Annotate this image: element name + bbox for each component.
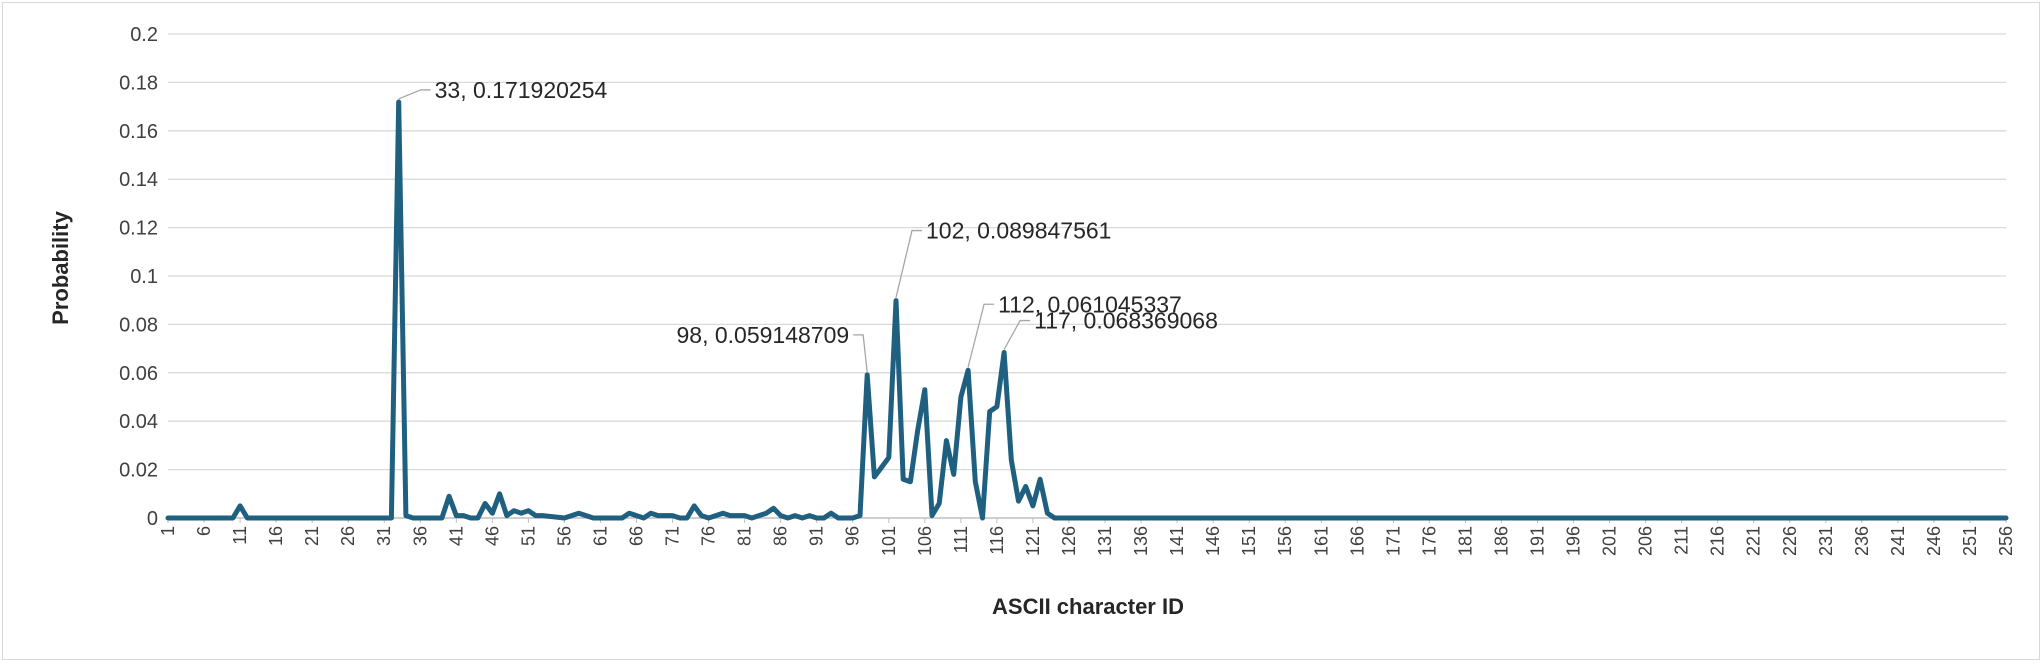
y-axis-ticks: 0 0.02 0.04 0.06 0.08 0.1 0.12 0.14 0.16 0.18 0.2 xyxy=(119,24,158,530)
x-tick-label: 16 xyxy=(266,526,286,546)
x-tick-label: 11 xyxy=(230,526,250,545)
x-tick-label: 191 xyxy=(1527,526,1547,556)
x-tick-label: 241 xyxy=(1888,526,1908,556)
x-tick-label: 56 xyxy=(554,526,574,546)
x-tick-label: 201 xyxy=(1600,526,1620,556)
x-tick-label: 176 xyxy=(1419,526,1439,556)
x-tick-label: 26 xyxy=(338,526,358,546)
x-tick-label: 246 xyxy=(1924,526,1944,556)
x-tick-label: 41 xyxy=(446,526,466,546)
x-tick-label: 6 xyxy=(194,526,214,536)
y-tick-label: 0 xyxy=(147,508,158,530)
data-label: 33, 0.171920254 xyxy=(435,77,608,103)
x-tick-label: 91 xyxy=(807,526,827,546)
x-tick-label: 131 xyxy=(1095,526,1115,556)
x-tick-label: 211 xyxy=(1672,526,1692,555)
y-tick-label: 0.02 xyxy=(119,460,158,482)
x-tick-label: 236 xyxy=(1852,526,1872,556)
x-tick-label: 186 xyxy=(1491,526,1511,556)
x-tick-label: 31 xyxy=(374,526,394,546)
x-tick-label: 111 xyxy=(951,526,971,553)
y-axis-title: Probability xyxy=(48,210,73,324)
y-tick-label: 0.04 xyxy=(119,411,158,433)
annotation-leader xyxy=(398,89,431,100)
gridlines xyxy=(168,33,2006,471)
x-axis-ticks: 1 6 11 16 21 26 31 36 41 46 51 56 61 66 71 76 81 86 91 96 10… xyxy=(158,518,2016,556)
x-tick-label: 86 xyxy=(771,526,791,546)
x-tick-label: 161 xyxy=(1311,526,1331,556)
x-tick-label: 81 xyxy=(735,526,755,546)
annotation-leader xyxy=(895,229,922,298)
y-tick-label: 0.16 xyxy=(119,121,158,143)
x-tick-label: 61 xyxy=(590,526,610,546)
x-tick-label: 181 xyxy=(1455,526,1475,556)
x-tick-label: 156 xyxy=(1275,526,1295,556)
x-tick-label: 251 xyxy=(1960,526,1980,556)
x-tick-label: 171 xyxy=(1383,526,1403,556)
x-tick-label: 101 xyxy=(879,526,899,556)
y-tick-label: 0.06 xyxy=(119,363,158,385)
data-label-annotations: 33, 0.171920254 98, 0.059148709 102, 0.089… xyxy=(398,77,1218,372)
x-tick-label: 206 xyxy=(1636,526,1656,556)
x-tick-label: 51 xyxy=(518,526,538,546)
annotation-leader xyxy=(1003,319,1031,350)
data-label: 112, 0.061045337 xyxy=(998,291,1182,317)
x-tick-label: 216 xyxy=(1708,526,1728,556)
x-tick-label: 166 xyxy=(1347,526,1367,556)
x-tick-label: 146 xyxy=(1203,526,1223,556)
x-tick-label: 221 xyxy=(1744,526,1764,556)
y-tick-label: 0.18 xyxy=(119,72,158,94)
x-tick-label: 121 xyxy=(1023,526,1043,556)
x-tick-label: 1 xyxy=(158,526,178,536)
x-tick-label: 136 xyxy=(1131,526,1151,556)
x-tick-label: 96 xyxy=(843,526,863,546)
annotation-leader xyxy=(853,334,868,372)
x-tick-label: 116 xyxy=(987,526,1007,555)
x-axis-title: ASCII character ID xyxy=(992,594,1184,619)
data-label: 102, 0.089847561 xyxy=(926,218,1111,244)
annotation-leader xyxy=(967,303,995,368)
y-tick-label: 0.14 xyxy=(119,169,158,191)
x-tick-label: 126 xyxy=(1059,526,1079,556)
series-line xyxy=(165,99,2009,521)
y-tick-label: 0.08 xyxy=(119,314,158,336)
x-tick-label: 76 xyxy=(699,526,719,546)
y-tick-label: 0.2 xyxy=(130,24,158,46)
x-tick-label: 36 xyxy=(410,526,430,546)
x-tick-label: 256 xyxy=(1996,526,2016,556)
x-tick-label: 196 xyxy=(1564,526,1584,556)
y-tick-label: 0.1 xyxy=(130,266,158,288)
data-label: 98, 0.059148709 xyxy=(676,322,849,348)
y-tick-label: 0.12 xyxy=(119,218,158,240)
x-tick-label: 151 xyxy=(1239,526,1259,556)
data-label: 117, 0.068369068 xyxy=(1034,308,1218,334)
x-tick-label: 141 xyxy=(1167,526,1187,556)
x-tick-label: 106 xyxy=(915,526,935,556)
x-tick-label: 21 xyxy=(302,526,322,546)
x-tick-label: 66 xyxy=(627,526,647,546)
x-tick-label: 226 xyxy=(1780,526,1800,556)
x-tick-label: 71 xyxy=(663,526,683,546)
x-tick-label: 231 xyxy=(1816,526,1836,556)
x-tick-label: 46 xyxy=(482,526,502,546)
